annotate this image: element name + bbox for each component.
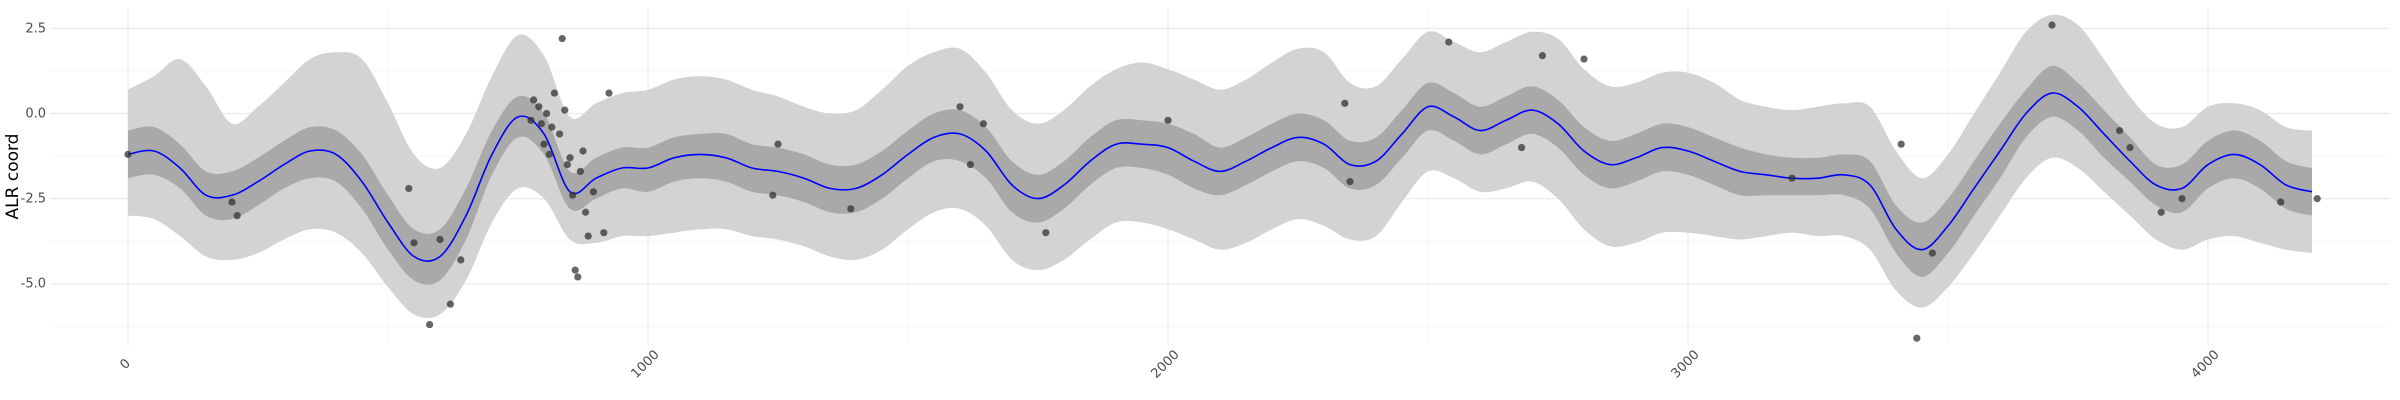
y-axis-tick-labels: 2.5 0.0 -2.5 -5.0	[21, 21, 46, 291]
y-tick-label: -5.0	[21, 277, 46, 292]
data-point	[2277, 198, 2285, 206]
data-point	[576, 167, 585, 175]
data-point	[537, 120, 546, 128]
data-point	[956, 103, 964, 111]
y-tick-label: 0.0	[25, 107, 46, 122]
data-point	[1445, 38, 1453, 46]
mean-line	[127, 92, 2313, 262]
data-point	[545, 150, 553, 158]
data-point	[426, 320, 434, 329]
data-point	[582, 208, 590, 216]
data-point	[569, 191, 577, 199]
data-point	[1518, 143, 1526, 152]
data-point	[584, 232, 592, 240]
y-axis-title: ALR coord	[3, 134, 23, 220]
data-point	[561, 106, 569, 114]
data-point	[2116, 126, 2124, 135]
data-point	[1346, 178, 1354, 186]
observed-points	[124, 21, 2321, 342]
y-tick-label: -2.5	[21, 192, 46, 207]
data-point	[2313, 195, 2321, 203]
data-point	[2157, 208, 2165, 216]
data-point	[774, 140, 782, 148]
data-point	[527, 116, 535, 124]
x-tick-label: 2000	[1149, 348, 1183, 382]
data-point	[605, 89, 613, 97]
data-point	[563, 160, 572, 169]
data-point	[550, 89, 559, 97]
data-point	[558, 35, 566, 43]
data-point	[566, 154, 574, 162]
x-axis-tick-labels: 0 1000 2000 3000 4000	[117, 348, 2222, 382]
data-point	[543, 109, 551, 118]
data-point	[571, 266, 579, 274]
data-point	[1164, 116, 1172, 124]
data-point	[457, 256, 465, 264]
data-point	[589, 188, 598, 196]
data-point	[1928, 249, 1936, 257]
data-point	[1341, 99, 1349, 107]
y-tick-label: 2.5	[25, 21, 46, 36]
x-tick-label: 3000	[1669, 348, 1703, 382]
data-point	[847, 205, 855, 213]
data-point	[1913, 334, 1921, 342]
data-point	[124, 150, 132, 158]
data-point	[1580, 55, 1588, 63]
data-point	[556, 130, 564, 138]
x-tick-label: 1000	[629, 348, 663, 382]
data-point	[1788, 174, 1796, 182]
data-point	[574, 273, 582, 281]
inner-credible-band	[128, 65, 2312, 285]
data-point	[228, 198, 236, 206]
x-tick-label: 4000	[2189, 348, 2223, 382]
data-point	[966, 160, 975, 169]
data-point	[233, 212, 241, 220]
data-point	[1897, 140, 1905, 148]
data-point	[405, 184, 413, 193]
data-point	[1042, 229, 1050, 237]
data-point	[769, 191, 777, 199]
data-point	[600, 229, 608, 237]
data-point	[540, 140, 548, 148]
x-tick-label: 0	[117, 356, 133, 372]
data-point	[979, 120, 988, 128]
data-point	[530, 96, 538, 104]
data-point	[410, 239, 418, 247]
data-point	[1538, 52, 1546, 60]
data-point	[579, 147, 587, 155]
data-point	[446, 300, 454, 308]
data-point	[2126, 143, 2134, 152]
data-point	[436, 235, 444, 244]
data-point	[2048, 21, 2056, 29]
data-point	[2178, 195, 2186, 203]
data-point	[548, 123, 556, 131]
data-point	[535, 103, 543, 111]
